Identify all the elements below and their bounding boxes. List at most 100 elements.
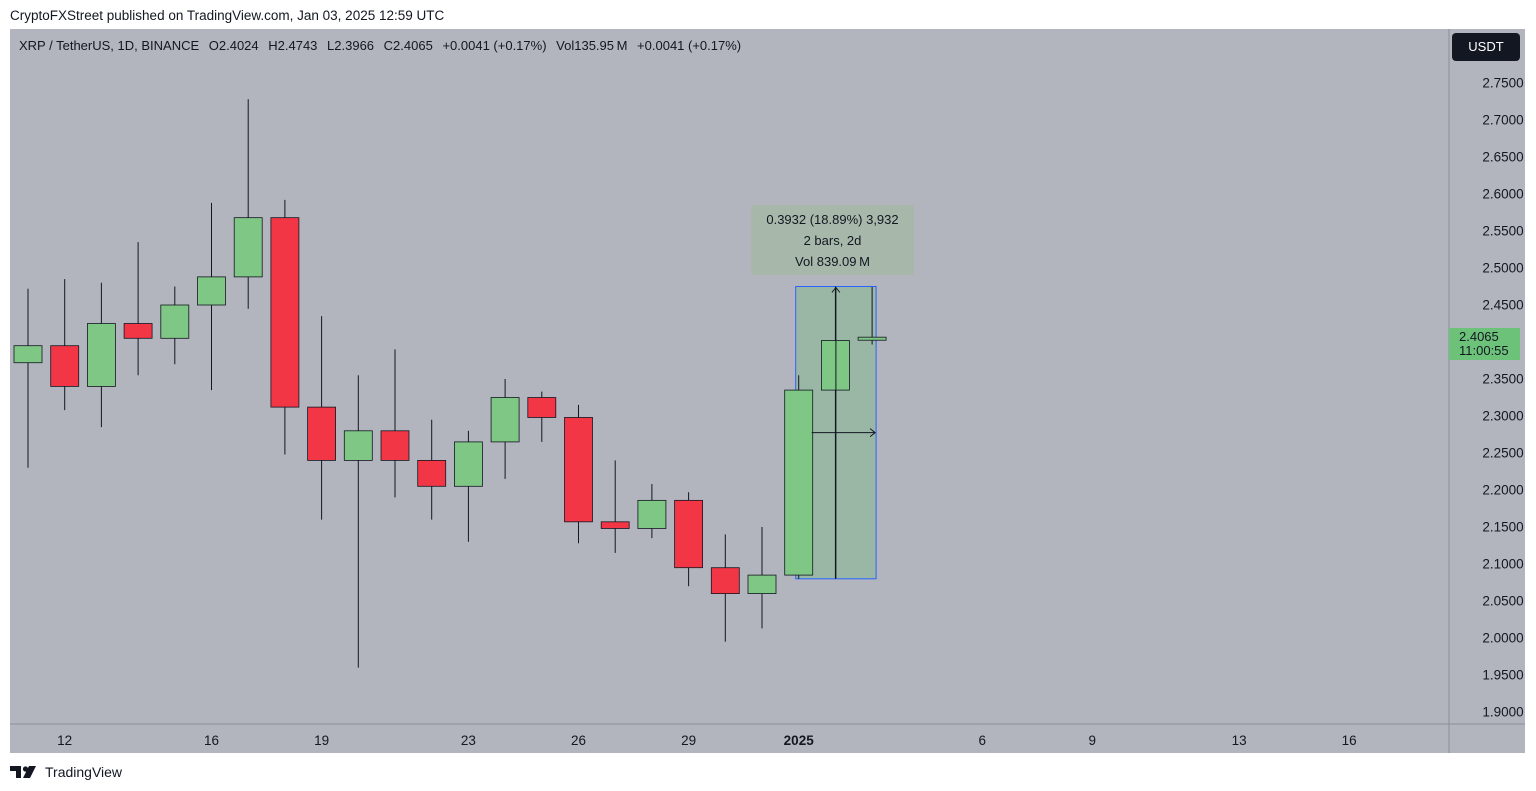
legend-low: L2.3966 bbox=[327, 38, 375, 53]
last-price-badge: 2.4065 11:00:55 bbox=[1449, 328, 1520, 360]
candle-body-up bbox=[453, 441, 483, 487]
candle[interactable] bbox=[343, 375, 373, 668]
candle[interactable] bbox=[453, 430, 483, 542]
candle-body-down bbox=[417, 459, 447, 487]
candle-body-down bbox=[270, 217, 300, 408]
price-tick-label: 1.9000 bbox=[1482, 705, 1523, 720]
time-tick-label: 26 bbox=[571, 733, 586, 748]
candle-body-down bbox=[123, 323, 153, 339]
candle[interactable] bbox=[674, 492, 703, 587]
candle-body-up bbox=[160, 304, 190, 339]
candle-body-down bbox=[674, 499, 703, 569]
candle-body-up bbox=[13, 345, 43, 364]
price-axis[interactable]: 2.7500 2.7000 2.6500 2.6000 2.5500 2.5000 2.45… bbox=[1482, 76, 1523, 720]
tradingview-logo-icon bbox=[10, 766, 36, 778]
measure-vertical-arrowhead bbox=[831, 286, 841, 293]
candlestick-chart[interactable]: 2.7500 2.7000 2.6500 2.6000 2.5500 2.5000 2.45… bbox=[10, 29, 1525, 753]
candle[interactable] bbox=[857, 287, 887, 345]
candle-body-up bbox=[784, 389, 814, 576]
time-axis[interactable]: 12 16 19 23 26 29 2025 6 9 13 16 bbox=[57, 733, 1357, 748]
price-tick-label: 2.5000 bbox=[1482, 261, 1523, 276]
candle-body-up bbox=[343, 430, 373, 461]
candle[interactable] bbox=[637, 484, 667, 539]
candle[interactable] bbox=[747, 527, 777, 629]
candle-body-down bbox=[600, 521, 630, 529]
candle-body-down bbox=[710, 567, 740, 595]
price-tick-label: 2.1500 bbox=[1482, 520, 1523, 535]
price-tick-label: 2.6000 bbox=[1482, 187, 1523, 202]
legend-volume: Vol135.95 M bbox=[556, 38, 628, 53]
legend-open: O2.4024 bbox=[208, 38, 259, 53]
time-tick-label: 29 bbox=[681, 733, 696, 748]
measure-volume: Vol 839.09 M bbox=[795, 254, 870, 269]
time-tick-label: 16 bbox=[1342, 733, 1357, 748]
candles-layer bbox=[13, 99, 887, 668]
candle-body-up bbox=[857, 336, 887, 341]
candle-body-up bbox=[87, 323, 116, 387]
candle[interactable] bbox=[123, 242, 153, 376]
price-tick-label: 2.3000 bbox=[1482, 409, 1523, 424]
candle-body-up bbox=[197, 276, 226, 306]
last-price-value: 2.4065 bbox=[1459, 329, 1499, 344]
tradingview-brand[interactable]: TradingView bbox=[10, 764, 122, 780]
candle[interactable] bbox=[600, 460, 630, 553]
measure-change: 0.3932 (18.89%) 3,932 bbox=[766, 212, 899, 227]
price-tick-label: 2.2500 bbox=[1482, 446, 1523, 461]
candle[interactable] bbox=[710, 534, 740, 642]
candle[interactable] bbox=[380, 349, 410, 498]
price-tick-label: 2.0000 bbox=[1482, 631, 1523, 646]
brand-name: TradingView bbox=[45, 764, 123, 780]
price-tick-label: 1.9500 bbox=[1482, 668, 1523, 683]
candle-body-up bbox=[747, 574, 777, 594]
currency-button[interactable]: USDT bbox=[1452, 33, 1520, 61]
legend-change: +0.0041 (+0.17%) bbox=[442, 38, 547, 53]
candle[interactable] bbox=[160, 286, 190, 365]
price-tick-label: 2.2000 bbox=[1482, 483, 1523, 498]
time-tick-label: 23 bbox=[461, 733, 476, 748]
candle-body-down bbox=[50, 345, 80, 387]
time-tick-label: 9 bbox=[1089, 733, 1097, 748]
candle[interactable] bbox=[13, 288, 43, 468]
price-tick-label: 2.7500 bbox=[1482, 76, 1523, 91]
candle[interactable] bbox=[564, 404, 593, 544]
candle[interactable] bbox=[197, 202, 226, 391]
candle[interactable] bbox=[270, 199, 300, 455]
candle[interactable] bbox=[527, 391, 557, 442]
chart-frame: 2.7500 2.7000 2.6500 2.6000 2.5500 2.5000 2.45… bbox=[10, 29, 1525, 753]
candle[interactable] bbox=[233, 99, 263, 309]
candle[interactable] bbox=[307, 316, 337, 520]
measure-bars: 2 bars, 2d bbox=[803, 233, 862, 248]
candle-body-down bbox=[564, 417, 593, 523]
symbol-legend: XRP / TetherUS, 1D, BINANCE O2.4024 H2.4… bbox=[19, 38, 747, 53]
legend-volume-change: +0.0041 (+0.17%) bbox=[637, 38, 742, 53]
measure-arrows bbox=[811, 286, 876, 579]
candle[interactable] bbox=[417, 419, 447, 520]
publisher-line: CryptoFXStreet published on TradingView.… bbox=[10, 8, 445, 23]
price-tick-label: 2.3500 bbox=[1482, 372, 1523, 387]
price-tick-label: 2.0500 bbox=[1482, 594, 1523, 609]
candle[interactable] bbox=[784, 375, 814, 579]
candle-body-up bbox=[233, 217, 263, 278]
candle-body-up bbox=[490, 397, 520, 443]
candle[interactable] bbox=[87, 282, 116, 428]
price-tick-label: 2.6500 bbox=[1482, 150, 1523, 165]
time-tick-label: 2025 bbox=[784, 733, 815, 748]
time-tick-label: 12 bbox=[57, 733, 72, 748]
candle[interactable] bbox=[490, 379, 520, 479]
measure-info-box: 0.3932 (18.89%) 3,932 2 bars, 2d Vol 839… bbox=[751, 205, 914, 275]
legend-close: C2.4065 bbox=[383, 38, 433, 53]
price-tick-label: 2.7000 bbox=[1482, 113, 1523, 128]
time-tick-label: 13 bbox=[1232, 733, 1247, 748]
candle-body-up bbox=[637, 499, 667, 529]
chart-background bbox=[10, 29, 1525, 753]
price-tick-label: 2.4500 bbox=[1482, 298, 1523, 313]
candle-body-down bbox=[307, 406, 337, 461]
candle[interactable] bbox=[50, 279, 80, 411]
legend-symbol[interactable]: XRP / TetherUS, 1D, BINANCE bbox=[19, 38, 200, 53]
legend-high: H2.4743 bbox=[268, 38, 318, 53]
candle-body-down bbox=[527, 397, 557, 418]
time-tick-label: 19 bbox=[314, 733, 329, 748]
measure-horizontal-arrowhead bbox=[869, 428, 876, 438]
bar-countdown: 11:00:55 bbox=[1459, 343, 1509, 358]
candle-body-down bbox=[380, 430, 410, 461]
